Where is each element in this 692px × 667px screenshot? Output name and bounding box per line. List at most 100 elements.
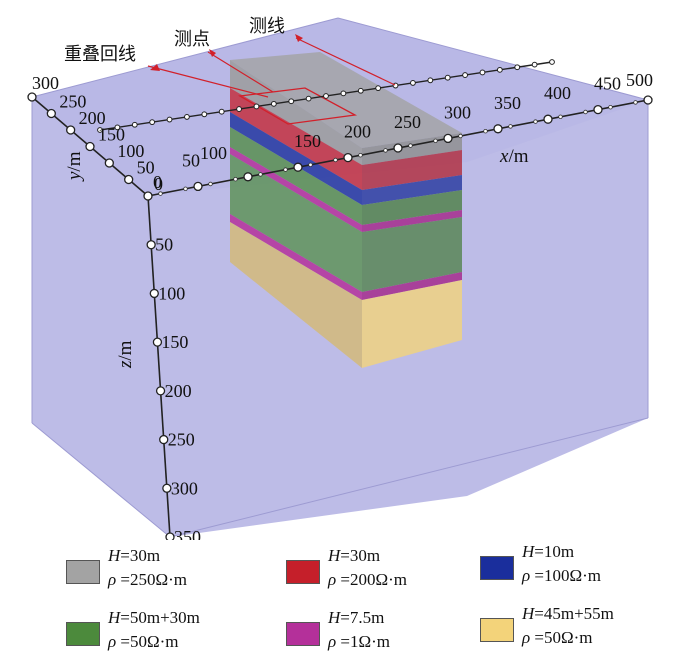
x-minor-marker (558, 114, 563, 119)
y-tick-label: 150 (98, 125, 125, 145)
arrow-loop-head (150, 64, 160, 71)
x-minor-marker (208, 181, 213, 187)
x-minor-marker (283, 167, 288, 172)
y-tick-label: 50 (137, 158, 155, 178)
axis-y-title: y/m (64, 151, 85, 182)
legend-resistivity: ρ =50Ω·m (522, 628, 593, 647)
x-marker (593, 104, 603, 115)
legend-resistivity: ρ =200Ω·m (328, 570, 408, 589)
x-minor-marker (183, 186, 188, 191)
x-marker (493, 124, 503, 134)
y-tick-label: 250 (59, 92, 86, 112)
z-tick-label: 100 (158, 283, 185, 303)
x-minor-marker (233, 176, 238, 182)
z-tick-label: 350 (174, 527, 201, 540)
y-marker (27, 92, 37, 102)
x-minor-marker (533, 119, 538, 124)
x-minor-marker (333, 157, 338, 163)
station-marker (340, 90, 347, 97)
station-marker (184, 114, 190, 120)
station-marker (375, 85, 382, 92)
x-tick-label: 450 (594, 74, 621, 94)
x-tick-label: 350 (494, 93, 521, 113)
arrow-loop (147, 65, 269, 98)
y-marker (66, 125, 76, 135)
y-marker (104, 158, 114, 168)
legend-thickness: H=50m+30m (108, 608, 200, 627)
z-tick-label: 200 (165, 381, 192, 401)
station-marker (253, 103, 260, 110)
x-marker (643, 95, 653, 105)
station-marker (410, 80, 416, 86)
x-tick-label: 150 (294, 131, 321, 151)
x-minor-marker (158, 191, 163, 196)
x-tick-label: 200 (344, 122, 371, 142)
arrow-line-head (295, 34, 303, 42)
x-tick-label: 400 (544, 83, 571, 103)
station-marker (305, 95, 312, 102)
label-station: 测点 (174, 29, 210, 50)
legend: H=30m ρ =250Ω·m H=30m ρ =200Ω·m H=10m ρ =100Ω… (0, 540, 692, 667)
z-tick-label: 250 (168, 430, 195, 450)
z-tick-label: 150 (161, 332, 188, 352)
legend-item: H=10m ρ =100Ω·m (480, 542, 692, 594)
x-marker (543, 114, 553, 124)
station-marker (201, 111, 208, 118)
y-marker (124, 174, 134, 185)
axis-x-title: x/m (499, 146, 529, 167)
legend-resistivity: ρ =50Ω·m (108, 632, 179, 651)
legend-swatch (480, 556, 514, 580)
axis-z-title: z/m (115, 340, 136, 369)
z-marker (149, 288, 159, 299)
station-marker (496, 66, 503, 73)
legend-thickness: H=7.5m (328, 608, 385, 627)
x-marker (243, 172, 253, 182)
station-marker (166, 116, 173, 123)
y-tick-label: 300 (32, 73, 59, 93)
x-minor-marker (408, 143, 413, 148)
station-marker (149, 119, 156, 126)
legend-item: H=30m ρ =250Ω·m (66, 546, 286, 598)
x-minor-marker (583, 109, 588, 115)
x-marker (193, 181, 203, 192)
legend-thickness: H=45m+55m (522, 604, 614, 623)
z-tick-label: 50 (155, 235, 173, 255)
station-marker (236, 106, 242, 112)
station-marker (97, 127, 103, 133)
label-survey-line: 测线 (249, 16, 285, 37)
x-minor-marker (358, 152, 363, 158)
legend-resistivity: ρ =100Ω·m (522, 566, 602, 585)
y-tick-label: 0 (154, 174, 163, 194)
arrow-station (207, 51, 274, 93)
legend-thickness: H=30m (108, 546, 161, 565)
z-marker (152, 337, 163, 347)
station-marker (218, 108, 225, 115)
x-minor-marker (433, 138, 438, 143)
x-marker (343, 152, 353, 163)
legend-thickness: H=30m (328, 546, 381, 565)
station-marker (427, 77, 434, 84)
x-minor-marker (308, 162, 313, 167)
x-tick-label: 50 (182, 150, 200, 170)
x-minor-marker (608, 104, 613, 110)
station-marker (462, 72, 468, 78)
x-tick-label: 250 (394, 112, 421, 132)
z-marker (159, 434, 169, 445)
station-marker (549, 59, 555, 65)
station-marker (531, 61, 538, 68)
station-marker (131, 121, 138, 128)
y-marker (46, 108, 56, 119)
station-marker (270, 100, 277, 107)
legend-item: H=50m+30m ρ =50Ω·m (66, 608, 286, 660)
legend-swatch (286, 560, 320, 584)
station-marker (514, 64, 521, 71)
station-marker (357, 87, 364, 94)
x-tick-label: 500 (626, 70, 653, 90)
axis-markers (27, 59, 653, 540)
legend-item: H=30m ρ =200Ω·m (286, 546, 506, 598)
x-minor-marker (633, 100, 638, 105)
legend-thickness: H=10m (522, 542, 575, 561)
x-marker (443, 133, 453, 144)
x-tick-label: 300 (444, 102, 471, 122)
x-minor-marker (383, 148, 388, 153)
